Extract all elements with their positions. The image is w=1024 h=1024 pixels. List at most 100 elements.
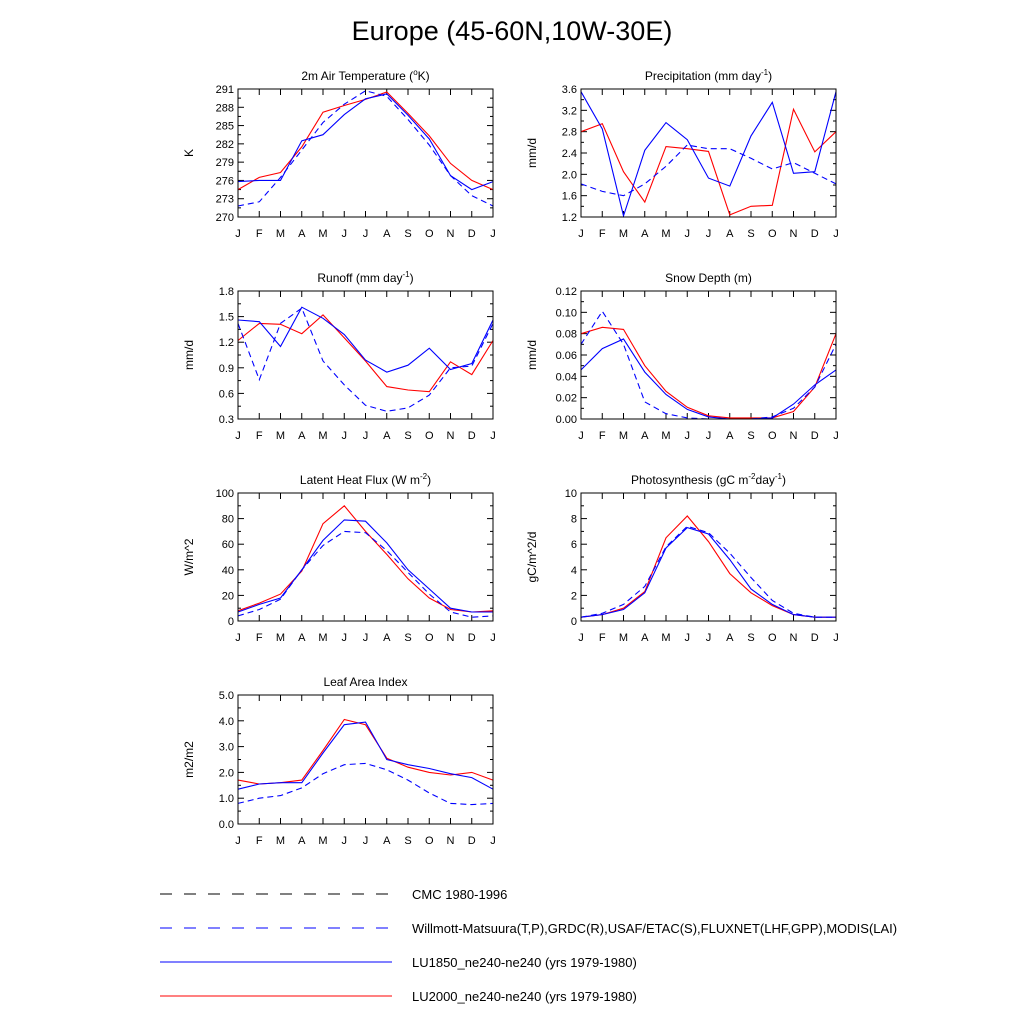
plot-frame <box>237 290 494 420</box>
legend-swatch <box>160 961 392 963</box>
series-line <box>237 505 494 613</box>
chart-title: Photosynthesis (gC m-2day-1) <box>631 472 786 487</box>
y-tick-label: 3.2 <box>562 105 577 117</box>
x-tick-label: A <box>298 835 306 847</box>
y-tick-label: 0.04 <box>556 371 577 383</box>
y-tick-label: 1.0 <box>219 793 234 805</box>
x-tick-label: F <box>599 430 606 442</box>
x-tick-label: S <box>404 228 411 240</box>
x-tick-label: N <box>790 632 798 644</box>
chart-title: Precipitation (mm day-1) <box>645 68 772 83</box>
x-tick-label: M <box>661 430 670 442</box>
y-tick-label: 0.08 <box>556 329 577 341</box>
chart-title: Latent Heat Flux (W m-2) <box>300 472 431 487</box>
x-tick-label: D <box>811 228 819 240</box>
x-tick-label: S <box>747 632 754 644</box>
x-tick-label: D <box>468 228 476 240</box>
x-tick-label: A <box>726 228 734 240</box>
y-tick-label: 20 <box>222 590 234 602</box>
x-tick-label: M <box>619 430 628 442</box>
series-line <box>580 144 837 197</box>
series-line <box>237 314 494 393</box>
series-line <box>237 306 494 373</box>
x-tick-label: J <box>490 430 496 442</box>
x-tick-label: M <box>276 835 285 847</box>
series-line <box>580 310 837 420</box>
legend: CMC 1980-1996 Willmott-Matsuura(T,P),GRDC… <box>160 880 1020 1016</box>
chart-panel: 2m Air Temperature (oK) K 270 273 276 279 282 2… <box>182 68 496 240</box>
x-tick-label: M <box>318 430 327 442</box>
y-axis-label: K <box>182 149 196 157</box>
x-tick-label: N <box>790 430 798 442</box>
legend-label: LU1850_ne240-ne240 (yrs 1979-1980) <box>412 955 637 970</box>
y-tick-label: 2.4 <box>562 148 577 160</box>
series-line <box>237 93 494 191</box>
plot-frame <box>580 290 837 420</box>
x-tick-label: S <box>404 835 411 847</box>
x-tick-label: J <box>833 430 839 442</box>
y-axis-label: m2/m2 <box>182 741 196 778</box>
x-tick-label: J <box>235 228 241 240</box>
x-tick-label: M <box>619 632 628 644</box>
x-tick-label: J <box>342 228 348 240</box>
series-line <box>237 721 494 790</box>
legend-swatch <box>160 995 392 997</box>
y-tick-label: 285 <box>216 121 234 133</box>
x-tick-label: M <box>276 228 285 240</box>
x-tick-label: J <box>685 228 691 240</box>
x-tick-label: A <box>298 430 306 442</box>
x-tick-label: F <box>599 632 606 644</box>
x-tick-label: J <box>706 430 712 442</box>
chart-title: Snow Depth (m) <box>665 271 752 285</box>
y-tick-label: 0.02 <box>556 393 577 405</box>
x-tick-label: J <box>490 835 496 847</box>
x-tick-label: D <box>468 632 476 644</box>
x-tick-label: M <box>619 228 628 240</box>
y-tick-label: 288 <box>216 102 234 114</box>
x-tick-label: A <box>726 632 734 644</box>
y-axis-label: mm/d <box>525 138 539 168</box>
y-tick-label: 100 <box>216 488 234 500</box>
y-tick-label: 0.06 <box>556 350 577 362</box>
page-title: Europe (45-60N,10W-30E) <box>351 16 673 46</box>
y-tick-label: 10 <box>565 488 577 500</box>
y-axis-label: gC/m^2/d <box>525 532 539 583</box>
chart-panel: Latent Heat Flux (W m-2) W/m^2 0 20 40 60 80 10… <box>182 472 496 644</box>
x-tick-label: J <box>706 632 712 644</box>
chart-panel: Precipitation (mm day-1) mm/d 1.2 1.6 2.0 2.4… <box>525 68 839 240</box>
x-tick-label: J <box>578 228 584 240</box>
y-tick-label: 2 <box>571 590 577 602</box>
x-tick-label: D <box>468 430 476 442</box>
legend-swatch <box>160 927 392 929</box>
x-tick-label: A <box>383 835 391 847</box>
x-tick-label: S <box>404 430 411 442</box>
x-tick-label: J <box>342 835 348 847</box>
y-tick-label: 2.0 <box>562 169 577 181</box>
series-line <box>237 762 494 806</box>
series-line <box>237 90 494 207</box>
x-tick-label: N <box>447 228 455 240</box>
chart-panel: Snow Depth (m) mm/d 0.00 0.02 0.04 0.06 0.08 0.… <box>525 271 839 442</box>
x-tick-label: M <box>318 835 327 847</box>
x-tick-label: M <box>661 632 670 644</box>
y-tick-label: 2.0 <box>219 767 234 779</box>
series-line <box>237 307 494 412</box>
y-tick-label: 4.0 <box>219 716 234 728</box>
charts-canvas: 2m Air Temperature (oK) K 270 273 276 279 282 2… <box>182 68 839 847</box>
y-tick-label: 0.0 <box>219 819 234 831</box>
x-tick-label: A <box>641 228 649 240</box>
x-tick-label: O <box>425 228 434 240</box>
x-tick-label: F <box>256 835 263 847</box>
y-tick-label: 270 <box>216 212 234 224</box>
x-tick-label: J <box>342 632 348 644</box>
x-tick-label: A <box>298 228 306 240</box>
x-tick-label: J <box>833 228 839 240</box>
x-tick-label: J <box>235 430 241 442</box>
x-tick-label: N <box>447 632 455 644</box>
y-tick-label: 2.8 <box>562 127 577 139</box>
y-tick-label: 0.00 <box>556 414 577 426</box>
legend-label: LU2000_ne240-ne240 (yrs 1979-1980) <box>412 989 637 1004</box>
series-line <box>580 526 836 618</box>
x-tick-label: M <box>276 632 285 644</box>
